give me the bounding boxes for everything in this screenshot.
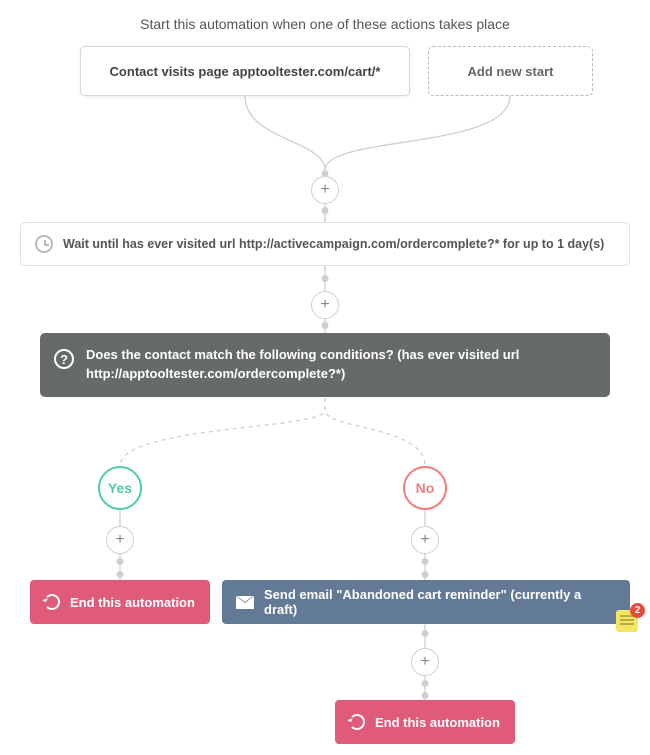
wait-step-label: Wait until has ever visited url http://a… — [63, 237, 604, 251]
add-step-button[interactable]: + — [106, 526, 134, 554]
connector-dot — [117, 558, 124, 565]
send-email-label: Send email "Abandoned cart reminder" (cu… — [264, 587, 616, 617]
wait-step[interactable]: Wait until has ever visited url http://a… — [20, 222, 630, 266]
add-step-button[interactable]: + — [311, 291, 339, 319]
mail-icon — [236, 596, 254, 609]
branch-no-label: No — [416, 480, 435, 496]
add-step-button[interactable]: + — [411, 648, 439, 676]
condition-step[interactable]: ? Does the contact match the following c… — [40, 333, 610, 397]
add-start-label: Add new start — [468, 64, 554, 79]
send-email-step[interactable]: Send email "Abandoned cart reminder" (cu… — [222, 580, 630, 624]
automation-canvas: Start this automation when one of these … — [0, 0, 650, 755]
connector-dot — [322, 275, 329, 282]
connector-dot — [117, 571, 124, 578]
branch-yes[interactable]: Yes — [98, 466, 142, 510]
question-icon: ? — [54, 349, 74, 369]
note-badge[interactable]: 2 — [616, 610, 638, 632]
connector-dot — [322, 322, 329, 329]
clock-icon — [35, 235, 53, 253]
branch-yes-label: Yes — [108, 480, 132, 496]
branch-no[interactable]: No — [403, 466, 447, 510]
canvas-title: Start this automation when one of these … — [0, 16, 650, 32]
add-step-button[interactable]: + — [311, 176, 339, 204]
connector-dot — [422, 692, 429, 699]
connector-dot — [422, 558, 429, 565]
connector-dot — [322, 207, 329, 214]
end-label: End this automation — [375, 715, 500, 730]
connector-dot — [422, 680, 429, 687]
connector-dot — [422, 630, 429, 637]
condition-label: Does the contact match the following con… — [86, 347, 519, 381]
start-trigger-label: Contact visits page apptooltester.com/ca… — [110, 64, 381, 79]
end-icon — [44, 594, 60, 610]
end-label: End this automation — [70, 595, 195, 610]
end-icon — [349, 714, 365, 730]
end-automation-step[interactable]: End this automation — [335, 700, 515, 744]
connector-dot — [422, 571, 429, 578]
add-start-button[interactable]: Add new start — [428, 46, 593, 96]
add-step-button[interactable]: + — [411, 526, 439, 554]
note-count: 2 — [630, 603, 645, 618]
start-trigger-card[interactable]: Contact visits page apptooltester.com/ca… — [80, 46, 410, 96]
end-automation-step[interactable]: End this automation — [30, 580, 210, 624]
